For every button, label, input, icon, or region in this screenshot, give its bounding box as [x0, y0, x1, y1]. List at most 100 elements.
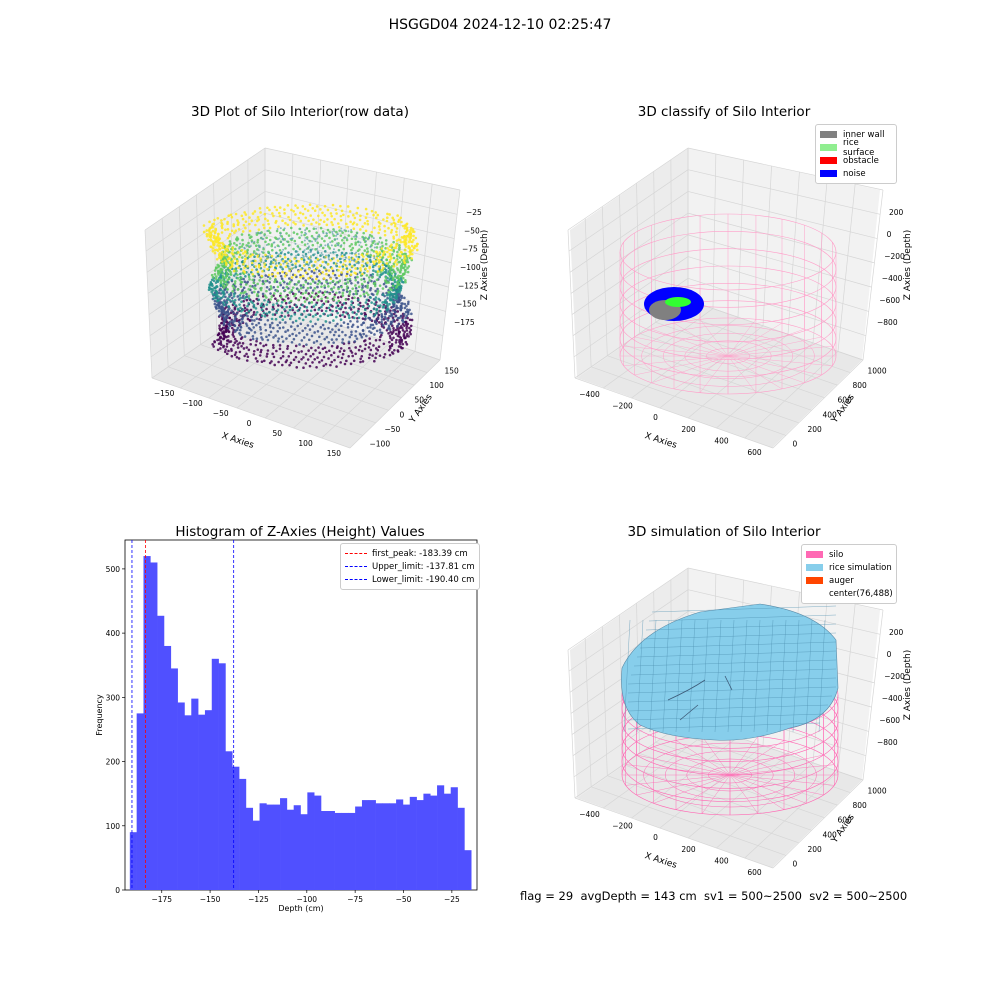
scatter-point [382, 266, 385, 270]
scatter-point [266, 219, 270, 222]
scatter-point [350, 333, 353, 337]
scatter-point [333, 217, 336, 221]
scatter-point [268, 325, 272, 329]
scatter-point [312, 341, 316, 344]
scatter-point [369, 326, 372, 329]
scatter-point [310, 222, 313, 226]
scatter-point [253, 319, 256, 322]
scatter-point [359, 304, 362, 308]
histogram-bars [129, 556, 472, 890]
scatter-point [398, 335, 401, 338]
silo-floor-ring [686, 758, 774, 792]
scatter-point [327, 273, 331, 277]
scatter-point [346, 322, 350, 326]
scatter-point [394, 310, 397, 314]
scatter-point [287, 277, 291, 280]
scatter-point [331, 309, 334, 313]
scatter-point [354, 267, 357, 270]
scatter-point [259, 341, 262, 345]
scatter-point [377, 225, 381, 228]
auger-trace [667, 675, 733, 721]
scatter-point [368, 279, 372, 282]
scatter-point [304, 315, 308, 319]
scatter-point [391, 305, 395, 308]
scatter-point [405, 314, 409, 318]
scatter-point [315, 205, 319, 208]
scatter-point [366, 247, 369, 250]
scatter-point [291, 308, 294, 312]
scatter-point [223, 334, 226, 337]
silo-wire [729, 774, 759, 814]
y-tick-label: 150 [445, 366, 460, 375]
scatter-point [317, 346, 320, 349]
scatter-point [328, 308, 332, 312]
scatter-point [383, 250, 386, 253]
scatter-point [280, 335, 284, 339]
scatter-point [244, 257, 248, 260]
scatter-point [224, 284, 228, 288]
scatter-point [398, 279, 402, 282]
legend-label: obstacle [843, 155, 879, 166]
scatter-point [407, 265, 411, 268]
mesh-line [649, 619, 657, 733]
scatter-point [219, 335, 222, 339]
scatter-point [216, 263, 219, 267]
scatter-point [250, 219, 254, 222]
scatter-point [363, 222, 367, 225]
scatter-point [323, 260, 326, 263]
scatter-point [333, 283, 337, 286]
scatter-point [230, 262, 234, 266]
scatter-point [366, 270, 369, 273]
scatter-point [229, 273, 232, 276]
scatter-point [255, 323, 258, 327]
scatter-point [278, 237, 281, 240]
scatter-point [245, 346, 249, 349]
scatter-point [226, 220, 229, 224]
scatter-point [270, 317, 274, 321]
scatter-point [279, 227, 282, 230]
scatter-point [404, 322, 408, 326]
scatter-point [368, 259, 371, 262]
scatter-point [310, 240, 313, 243]
scatter-point [400, 294, 404, 298]
mesh-line [805, 619, 813, 733]
scatter-point [339, 260, 343, 264]
scatter-point [341, 338, 345, 341]
scatter-point [330, 267, 334, 270]
scatter-point [222, 290, 225, 293]
mesh-line [642, 632, 837, 640]
scatter-point [251, 253, 254, 256]
scatter-point [317, 290, 321, 294]
scatter-point [393, 260, 397, 264]
scatter-point [330, 221, 333, 224]
scatter-point [243, 290, 247, 294]
silo-wire [701, 736, 731, 776]
gridline [232, 321, 415, 386]
scatter-point [266, 300, 270, 304]
scatter-point [366, 219, 369, 223]
scatter-point [347, 255, 351, 259]
scatter-point [375, 250, 379, 254]
z-tick-label: −50 [464, 226, 480, 235]
scatter-point [242, 347, 246, 350]
scatter-point [347, 340, 351, 344]
scatter-point [362, 277, 366, 281]
histogram-bar [389, 803, 397, 890]
histogram-bar [348, 812, 356, 890]
scatter-point [340, 356, 344, 360]
scatter-point [252, 313, 255, 316]
scatter-point [265, 244, 268, 247]
rice-surface-mesh [623, 605, 837, 733]
scatter-point [382, 355, 386, 359]
scatter-point [366, 222, 370, 226]
scatter-point [338, 291, 341, 294]
scatter-point [284, 265, 288, 269]
scatter-point [245, 292, 248, 296]
panel-1-title: 3D Plot of Silo Interior(row data) [191, 104, 409, 120]
scatter-point [303, 207, 307, 211]
scatter-point [388, 252, 392, 256]
scatter-point [375, 292, 379, 296]
scatter-point [375, 329, 379, 333]
scatter-point [415, 248, 419, 252]
scatter-point [289, 237, 292, 240]
